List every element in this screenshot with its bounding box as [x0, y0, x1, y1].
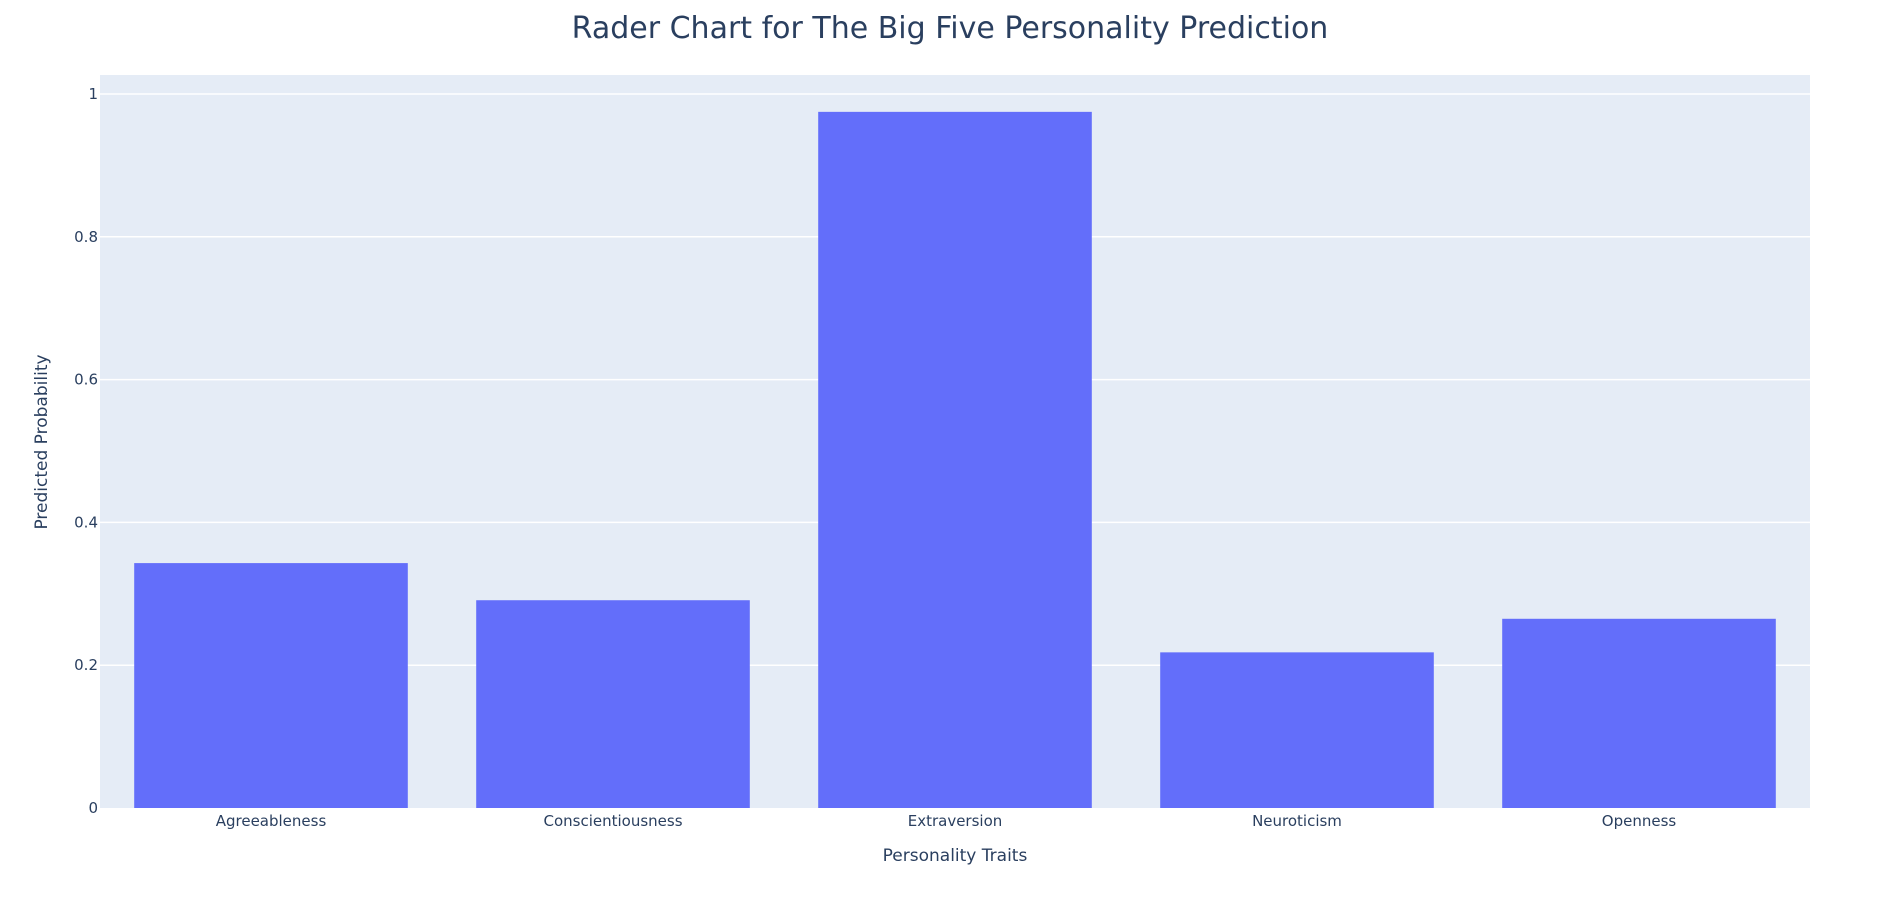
y-tick-label: 0.2 — [74, 656, 98, 674]
x-axis-ticks: Agreeableness Conscientiousness Extraversi… — [216, 812, 1677, 830]
y-axis-title: Predicted Probability — [32, 354, 52, 529]
x-axis-title: Personality Traits — [883, 846, 1028, 866]
x-tick-label: Extraversion — [908, 812, 1003, 830]
bar-openness[interactable] — [1502, 618, 1776, 808]
bar-neuroticism[interactable] — [1160, 652, 1434, 808]
bar-conscientiousness[interactable] — [476, 600, 750, 808]
x-tick-label: Openness — [1602, 812, 1677, 830]
x-tick-label: Conscientiousness — [543, 812, 682, 830]
y-tick-label: 1 — [88, 85, 98, 103]
x-tick-label: Neuroticism — [1252, 812, 1342, 830]
x-tick-label: Agreeableness — [216, 812, 327, 830]
chart-title: Rader Chart for The Big Five Personality… — [572, 11, 1329, 46]
bar-extraversion[interactable] — [818, 111, 1092, 809]
y-axis-ticks: 0 0.2 0.4 0.6 0.8 1 — [74, 85, 98, 817]
y-tick-label: 0.8 — [74, 228, 98, 246]
y-tick-label: 0.4 — [74, 513, 98, 531]
y-tick-label: 0 — [88, 799, 98, 817]
bars — [134, 111, 1776, 809]
y-tick-label: 0.6 — [74, 371, 98, 389]
bar-agreeableness[interactable] — [134, 563, 408, 808]
